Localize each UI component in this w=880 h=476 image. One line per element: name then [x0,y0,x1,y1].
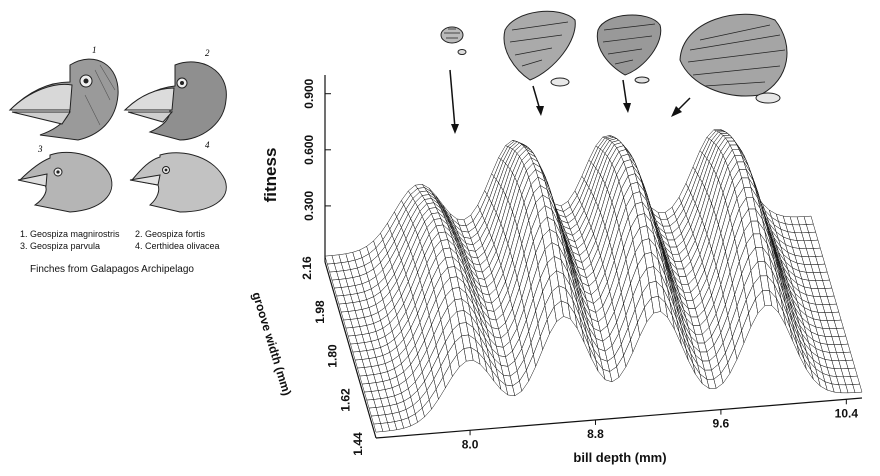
finch-illustration: 1 2 3 4 1. Geospiza magnirostris 2. Geos… [0,40,250,280]
cone-arrows [449,69,691,134]
medium-cone-1 [503,10,576,87]
finch-head-3 [17,151,113,213]
finch-legend: 1. Geospiza magnirostris 2. Geospiza for… [20,228,250,252]
fitness-tick-label: 0.600 [302,134,316,164]
groove-axis-title: groove width (mm) [249,290,294,397]
surface-cell [852,383,863,393]
fitness-surface-mesh [324,129,863,433]
medium-cone-2 [596,14,662,84]
finch-number-2: 2 [205,48,210,58]
fitness-tick-label: 0.300 [302,191,316,221]
bill-depth-tick-label: 10.4 [835,406,859,420]
finch-number-1: 1 [92,45,97,55]
finch-head-4 [129,152,227,213]
bill-depth-tick-label: 8.8 [587,427,604,441]
bill-depth-tick-label: 9.6 [713,417,730,431]
bill-depth-axis-title: bill depth (mm) [573,450,666,465]
groove-axis-ticks: 2.16 1.98 1.80 1.62 1.44 [300,256,365,456]
fitness-axis-ticks: 0.300 0.600 0.900 [302,78,331,221]
finch-heads-drawing: 1 2 3 4 [8,45,227,213]
finch-legend-item: 2. Geospiza fortis [135,229,206,239]
finch-number-4: 4 [205,140,210,150]
finch-head-2 [123,61,227,141]
arrow-3 [622,79,628,108]
bill-depth-tick-label: 8.0 [462,437,479,451]
finch-legend-row: 3. Geospiza parvula 4. Certhidea olivace… [20,240,250,252]
finch-head-1 [8,58,119,141]
arrow-1 [449,69,456,129]
seed-cones-drawing [440,10,788,104]
fitness-axis-title: fitness [261,148,280,203]
finch-legend-item: 3. Geospiza parvula [20,241,101,251]
small-cone [440,26,467,55]
groove-tick-label: 2.16 [300,256,314,280]
finch-caption: Finches from Galapagos Archipelago [30,264,194,275]
finch-legend-row: 1. Geospiza magnirostris 2. Geospiza for… [20,228,250,240]
finch-legend-item: 1. Geospiza magnirostris [20,229,120,239]
groove-axis-line [324,261,377,439]
bill-depth-axis-line [375,397,863,439]
finch-number-3: 3 [37,144,43,154]
bill-depth-axis-ticks: 8.0 8.8 9.6 10.4 [462,399,859,451]
groove-tick-label: 1.98 [313,300,327,324]
groove-tick-label: 1.62 [338,388,352,412]
fitness-tick-label: 0.900 [302,78,316,108]
large-cone [679,13,788,104]
finch-legend-item: 4. Certhidea olivacea [135,241,220,251]
groove-tick-label: 1.44 [351,432,365,456]
groove-tick-label: 1.80 [326,344,340,368]
